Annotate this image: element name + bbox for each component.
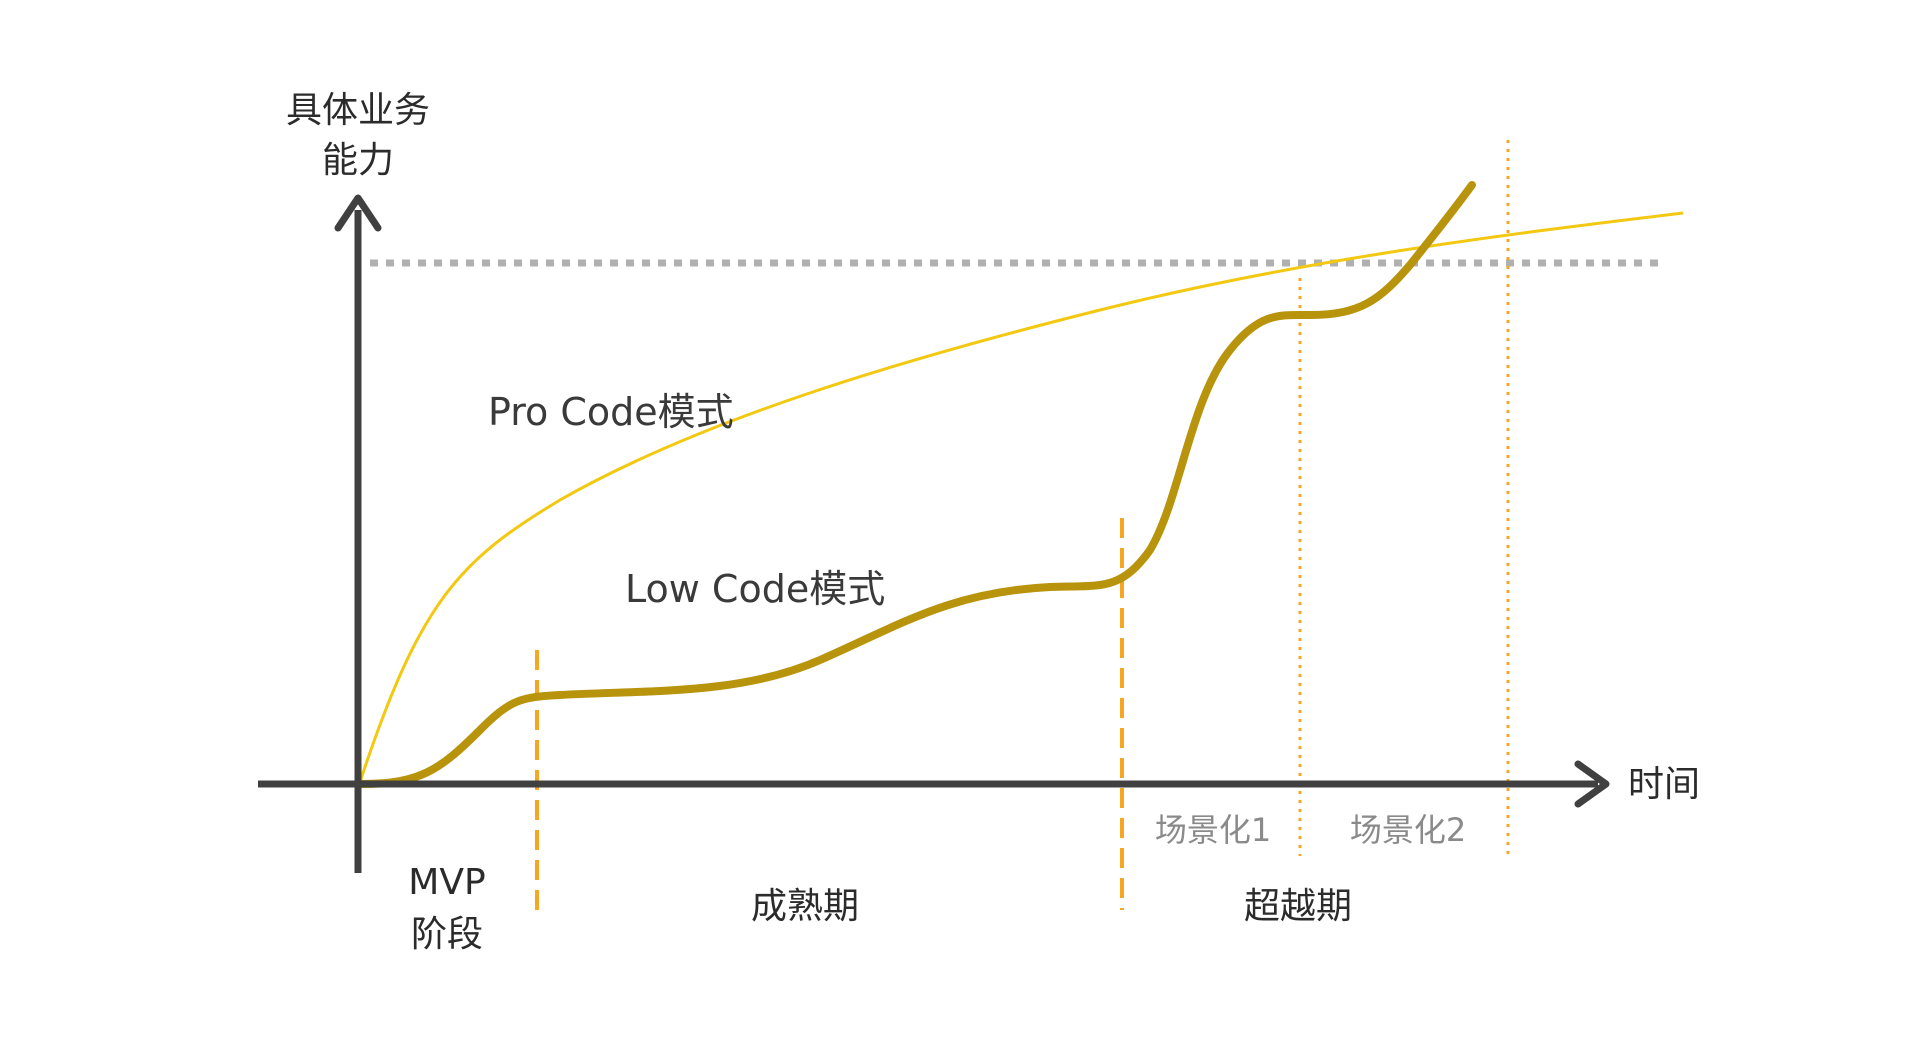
mature-phase-label: 成熟期 [751, 886, 859, 927]
pro-code-label: Pro Code模式 [488, 390, 734, 434]
beyond-phase-label: 超越期 [1244, 886, 1352, 927]
x-axis-label: 时间 [1628, 764, 1700, 805]
x-axis-arrowhead [1574, 760, 1610, 808]
y-axis-arrowhead [334, 194, 382, 232]
mvp-phase-label-line2: 阶段 [411, 914, 483, 955]
scenario2-label: 场景化2 [1350, 811, 1466, 849]
y-axis-label-line1: 具体业务 [286, 90, 430, 131]
low-code-label: Low Code模式 [625, 567, 885, 611]
pro-code-curve [358, 211, 1684, 783]
scenario1-label: 场景化1 [1155, 811, 1271, 849]
y-axis-label-line2: 能力 [322, 140, 394, 181]
mvp-phase-label-line1: MVP [408, 862, 485, 903]
low-code-curve [358, 181, 1476, 788]
